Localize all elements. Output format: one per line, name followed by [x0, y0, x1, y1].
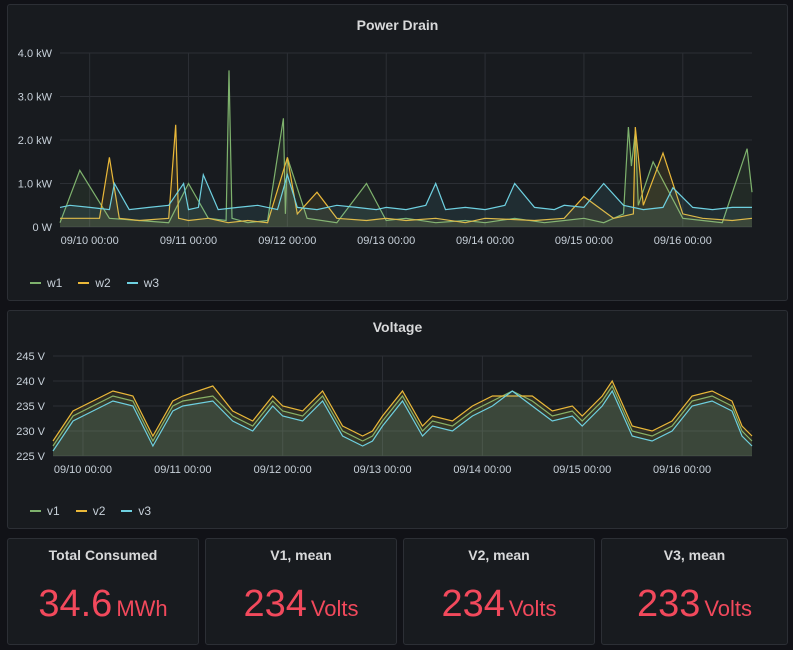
stat-title[interactable]: Total Consumed [48, 547, 158, 563]
series-line-w3 [59, 172, 752, 211]
y-tick-label: 230 V [16, 426, 45, 438]
series-area-v2 [53, 381, 752, 456]
legend-item-w1[interactable]: w1 [30, 276, 62, 290]
y-tick-label: 235 V [16, 401, 45, 413]
voltage-panel: Voltage 225 V 230 V 235 V 240 V 245 V 09/10 0… [7, 310, 788, 529]
voltage-title[interactable]: Voltage [372, 319, 423, 335]
series-line-v3 [52, 389, 753, 452]
x-tick-label: 09/15 00:00 [553, 464, 611, 476]
y-tick-label: 2.0 kW [18, 135, 53, 147]
x-tick-label: 09/11 00:00 [154, 464, 211, 476]
x-tick-label: 09/12 00:00 [254, 464, 312, 476]
stat-number: 234 [441, 583, 505, 625]
power-legend: w1 w2 w3 [30, 276, 159, 290]
stat-unit: Volts [704, 596, 753, 621]
legend-label-v1: v1 [47, 504, 60, 518]
series-area-v3 [53, 391, 752, 456]
stat-title[interactable]: V1, mean [270, 547, 332, 563]
x-tick-label: 09/10 00:00 [54, 464, 112, 476]
legend-item-v3[interactable]: v3 [121, 504, 151, 518]
legend-label-w3: w3 [143, 276, 160, 290]
stat-title[interactable]: V2, mean [468, 547, 530, 563]
stat-value: 34.6 MWh [8, 583, 198, 626]
legend-swatch-w2 [78, 282, 90, 284]
x-tick-label: 09/16 00:00 [653, 464, 711, 476]
y-tick-label: 0 W [32, 222, 52, 234]
y-tick-label: 240 V [16, 376, 45, 388]
stat-number: 34.6 [38, 583, 113, 625]
x-tick-label: 09/10 00:00 [61, 235, 119, 247]
x-tick-label: 09/13 00:00 [353, 464, 411, 476]
series-line-v2 [52, 379, 753, 442]
legend-swatch-v1 [30, 510, 41, 512]
series-area-w2 [60, 124, 752, 227]
series-area-w3 [60, 174, 752, 227]
legend-label-v3: v3 [138, 504, 152, 518]
series-line-v1 [52, 384, 753, 447]
legend-item-v2[interactable]: v2 [75, 504, 106, 518]
stat-title[interactable]: V3, mean [663, 547, 726, 563]
series-line-w2 [60, 124, 753, 224]
legend-label-w2: w2 [95, 276, 111, 290]
y-tick-label: 225 V [16, 451, 45, 463]
stat-unit: MWh [116, 596, 168, 621]
legend-item-v1[interactable]: v1 [30, 504, 60, 518]
power-drain-title[interactable]: Power Drain [356, 17, 439, 33]
stat-unit: Volts [508, 596, 557, 621]
stat-panel-total-consumed: Total Consumed 34.6 MWh [7, 538, 199, 645]
x-tick-label: 09/14 00:00 [456, 235, 514, 247]
legend-label-w1: w1 [47, 276, 63, 290]
stat-value: 234 Volts [404, 583, 594, 626]
stat-unit: Volts [310, 596, 359, 621]
stat-panel-v3-mean: V3, mean 233 Volts [601, 538, 788, 645]
power-drain-panel: Power Drain 0 W 1.0 kW 2.0 kW 3.0 kW 4.0 kW 0… [7, 4, 788, 301]
power-drain-chart[interactable]: 0 W 1.0 kW 2.0 kW 3.0 kW 4.0 kW 09/10 00:00 09… [8, 5, 789, 302]
legend-swatch-v2 [75, 510, 87, 512]
legend-swatch-v3 [121, 510, 133, 512]
legend-swatch-w1 [30, 282, 41, 284]
stat-value: 233 Volts [602, 583, 787, 626]
legend-swatch-w3 [126, 282, 138, 284]
y-tick-label: 245 V [16, 351, 45, 363]
legend-label-v2: v2 [92, 504, 106, 518]
stat-number: 233 [636, 583, 701, 625]
stat-value: 234 Volts [206, 583, 396, 626]
stat-panel-v2-mean: V2, mean 234 Volts [403, 538, 595, 645]
y-tick-label: 1.0 kW [18, 179, 53, 191]
series-area-v1 [53, 386, 752, 456]
stat-panel-v1-mean: V1, mean 234 Volts [205, 538, 397, 645]
y-tick-label: 3.0 kW [18, 92, 53, 104]
x-tick-label: 09/16 00:00 [654, 235, 712, 247]
stat-number: 234 [243, 583, 307, 625]
x-tick-label: 09/11 00:00 [160, 235, 217, 247]
x-tick-label: 09/15 00:00 [555, 235, 613, 247]
voltage-legend: v1 v2 v3 [30, 504, 151, 518]
x-tick-label: 09/12 00:00 [258, 235, 316, 247]
legend-item-w3[interactable]: w3 [126, 276, 160, 290]
x-tick-label: 09/13 00:00 [357, 235, 415, 247]
x-tick-label: 09/14 00:00 [453, 464, 511, 476]
voltage-chart[interactable]: 225 V 230 V 235 V 240 V 245 V 09/10 00:00 09/1… [8, 311, 789, 530]
y-tick-label: 4.0 kW [18, 48, 53, 60]
legend-item-w2[interactable]: w2 [78, 276, 111, 290]
